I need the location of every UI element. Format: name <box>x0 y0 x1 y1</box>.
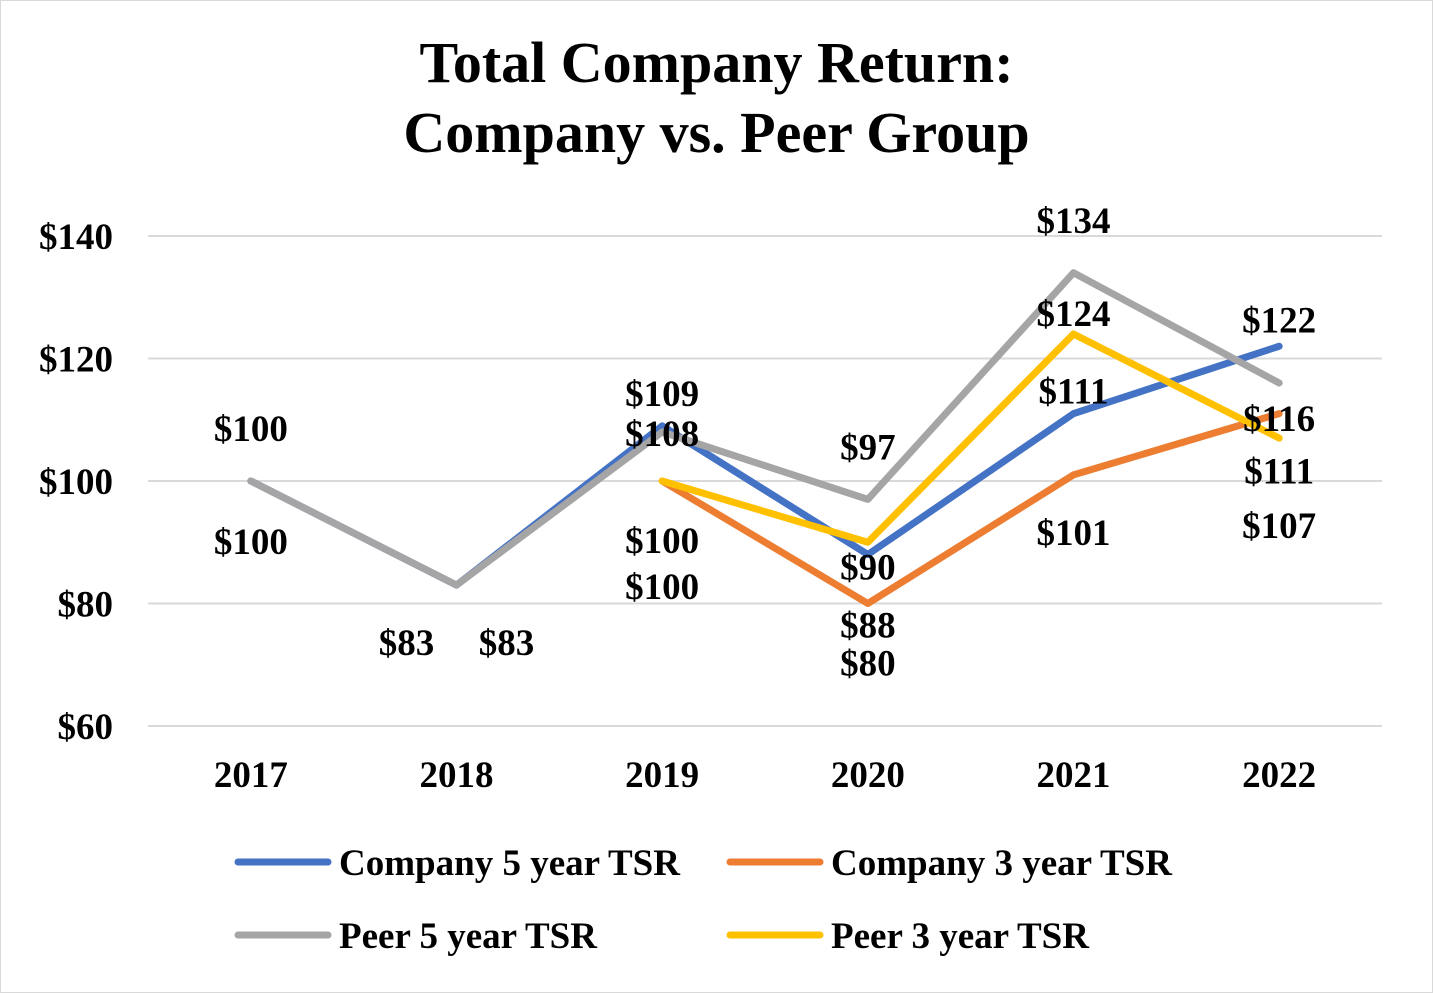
data-label-peer-5-year-tsr: $83 <box>479 623 535 664</box>
data-label-peer-5-year-tsr: $108 <box>625 414 699 455</box>
data-label-peer-5-year-tsr: $116 <box>1243 399 1315 440</box>
x-axis-ticks: 2017 2018 2019 2020 2021 2022 <box>214 755 1316 796</box>
legend-label-peer-3-year-tsr: Peer 3 year TSR <box>831 916 1090 957</box>
y-tick-label: $120 <box>39 340 113 381</box>
data-labels: $100 $83 $109 $88 $111 $122 $100 $80 $101 $111 $10… <box>214 201 1316 685</box>
x-tick-label: 2022 <box>1242 755 1316 796</box>
data-label-company-5-year-tsr: $111 <box>1039 372 1109 413</box>
data-label-company-5-year-tsr: $83 <box>379 623 435 664</box>
data-label-company-3-year-tsr: $111 <box>1244 452 1314 493</box>
legend: Company 5 year TSR Company 3 year TSR Peer… <box>234 843 1173 957</box>
data-label-peer-3-year-tsr: $124 <box>1037 294 1111 335</box>
series-line-company-3-year-tsr <box>658 410 1283 607</box>
series-line-peer-3-year-tsr <box>658 330 1283 546</box>
chart-title-line-2: Company vs. Peer Group <box>403 100 1030 165</box>
data-label-company-5-year-tsr: $88 <box>840 606 896 647</box>
data-label-company-3-year-tsr: $100 <box>625 521 699 562</box>
y-tick-label: $80 <box>58 585 114 626</box>
data-label-peer-5-year-tsr: $100 <box>214 522 288 563</box>
data-label-company-5-year-tsr: $109 <box>625 374 699 415</box>
legend-label-company-5-year-tsr: Company 5 year TSR <box>339 843 681 884</box>
y-tick-label: $60 <box>58 707 114 748</box>
data-label-peer-3-year-tsr: $107 <box>1242 506 1316 547</box>
chart-title-line-1: Total Company Return: <box>419 30 1014 95</box>
legend-label-company-3-year-tsr: Company 3 year TSR <box>831 843 1173 884</box>
data-label-peer-3-year-tsr: $100 <box>625 567 699 608</box>
data-label-company-3-year-tsr: $101 <box>1037 513 1111 554</box>
y-tick-label: $100 <box>39 462 113 503</box>
legend-label-peer-5-year-tsr: Peer 5 year TSR <box>339 916 598 957</box>
series-lines <box>247 269 1283 607</box>
x-tick-label: 2021 <box>1037 755 1111 796</box>
x-tick-label: 2019 <box>625 755 699 796</box>
x-tick-label: 2020 <box>831 755 905 796</box>
y-axis-ticks: $60 $80 $100 $120 $140 <box>39 217 113 748</box>
y-tick-label: $140 <box>39 217 113 258</box>
data-label-peer-5-year-tsr: $134 <box>1037 201 1111 242</box>
chart-title: Total Company Return: Company vs. Peer G… <box>0 28 1433 168</box>
data-label-peer-3-year-tsr: $90 <box>840 547 896 588</box>
data-label-company-5-year-tsr: $122 <box>1242 300 1316 341</box>
series-line-peer-5-year-tsr <box>247 269 1283 589</box>
x-tick-label: 2018 <box>420 755 494 796</box>
data-label-peer-5-year-tsr: $97 <box>840 427 896 468</box>
data-label-company-5-year-tsr: $100 <box>214 409 288 450</box>
gridlines <box>148 235 1382 727</box>
data-label-company-3-year-tsr: $80 <box>840 644 896 685</box>
x-tick-label: 2017 <box>214 755 288 796</box>
